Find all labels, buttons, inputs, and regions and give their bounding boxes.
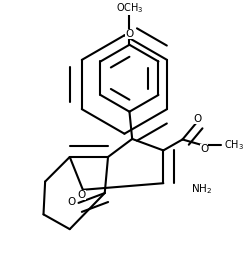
Text: O: O [194, 114, 202, 124]
Text: O: O [68, 197, 76, 206]
Text: O: O [125, 29, 134, 39]
Text: CH$_3$: CH$_3$ [224, 138, 244, 152]
Text: O: O [78, 190, 86, 200]
Text: OCH$_3$: OCH$_3$ [116, 1, 143, 15]
Text: O: O [200, 144, 208, 154]
Text: NH$_2$: NH$_2$ [191, 182, 212, 196]
